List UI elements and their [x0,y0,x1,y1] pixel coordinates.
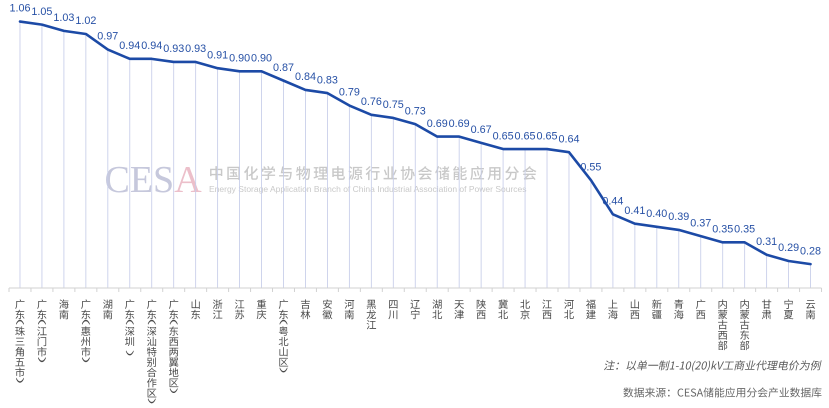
svg-text:0.83: 0.83 [317,74,338,86]
svg-text:0.55: 0.55 [580,161,601,173]
svg-text:0.69: 0.69 [449,118,470,130]
svg-text:1.02: 1.02 [75,15,96,27]
svg-text:0.76: 0.76 [361,96,382,108]
svg-text:0.87: 0.87 [273,62,294,74]
svg-text:0.65: 0.65 [515,130,536,142]
svg-text:0.79: 0.79 [339,87,360,99]
svg-text:0.73: 0.73 [405,105,426,117]
svg-text:0.31: 0.31 [756,236,777,248]
svg-text:0.94: 0.94 [119,40,140,52]
svg-text:0.90: 0.90 [229,53,250,65]
svg-text:0.28: 0.28 [800,245,821,257]
svg-text:0.90: 0.90 [251,53,272,65]
svg-text:0.35: 0.35 [712,224,733,236]
svg-text:0.37: 0.37 [690,217,711,229]
svg-text:0.65: 0.65 [537,130,558,142]
svg-text:0.84: 0.84 [295,71,316,83]
svg-text:0.35: 0.35 [734,224,755,236]
svg-text:0.94: 0.94 [141,40,162,52]
svg-text:0.69: 0.69 [427,118,448,130]
svg-text:0.29: 0.29 [778,242,799,254]
svg-text:0.91: 0.91 [207,49,228,61]
svg-text:0.64: 0.64 [558,133,579,145]
svg-text:0.97: 0.97 [97,31,118,43]
svg-text:1.03: 1.03 [53,12,74,24]
svg-text:0.65: 0.65 [493,130,514,142]
svg-text:0.75: 0.75 [383,99,404,111]
svg-text:0.44: 0.44 [602,196,623,208]
svg-text:0.93: 0.93 [185,43,206,55]
svg-text:1.06: 1.06 [9,3,30,15]
svg-text:0.41: 0.41 [624,205,645,217]
svg-text:0.39: 0.39 [668,211,689,223]
svg-text:0.67: 0.67 [471,124,492,136]
svg-text:0.93: 0.93 [163,43,184,55]
svg-text:0.40: 0.40 [646,208,667,220]
svg-text:1.05: 1.05 [31,6,52,18]
